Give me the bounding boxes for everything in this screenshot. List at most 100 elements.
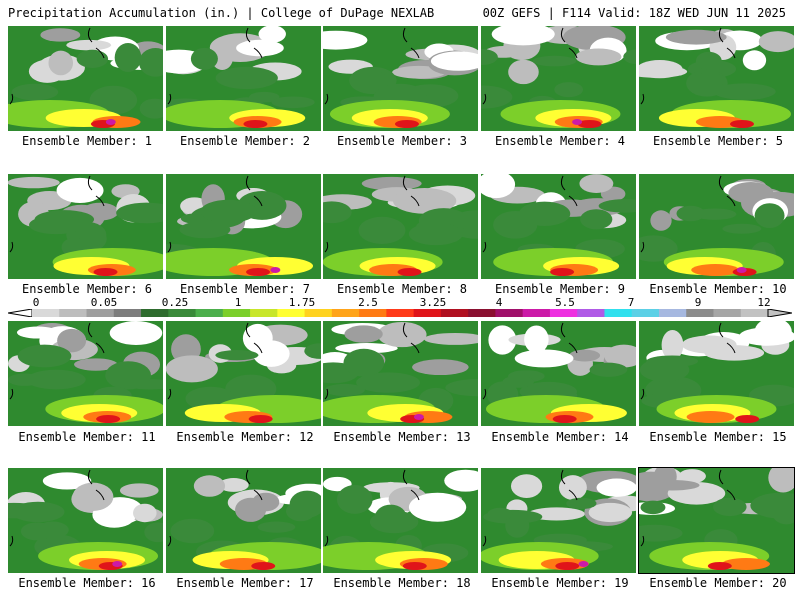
light-precip-area [105, 361, 152, 390]
ensemble-member-label: Ensemble Member: 7 [179, 282, 311, 296]
dry-area [604, 344, 636, 368]
precip-field [167, 469, 321, 570]
colorbar-segment [713, 309, 742, 317]
light-precip-area [144, 522, 163, 543]
light-precip-area [170, 518, 215, 544]
colorbar-tick-label: 9 [694, 296, 702, 309]
light-precip-area [676, 205, 705, 222]
coastline [482, 469, 578, 547]
colorbar-segment [222, 309, 251, 317]
dry-area [569, 349, 601, 362]
dry-area [514, 349, 574, 368]
dry-area [650, 210, 672, 231]
light-precip-area [139, 98, 163, 119]
colorbar-segment [86, 309, 115, 317]
coastline [167, 322, 263, 400]
precip-band [550, 268, 575, 276]
ensemble-member-map [8, 468, 163, 573]
ensemble-member-label: Ensemble Member: 13 [333, 430, 471, 444]
colorbar-segment [168, 309, 197, 317]
colorbar-segment [304, 309, 333, 317]
colorbar-segment [277, 309, 306, 317]
ensemble-member-map [323, 468, 478, 573]
precip-band [729, 120, 754, 128]
page-header: Precipitation Accumulation (in.) | Colle… [0, 0, 800, 24]
precip-field [323, 469, 478, 570]
precip-band [402, 562, 427, 570]
colorbar-tick-label: 7 [627, 296, 635, 309]
precip-band [246, 268, 271, 276]
dry-area [430, 51, 478, 71]
dry-area [645, 479, 700, 491]
dry-area [510, 474, 543, 499]
colorbar-segment [359, 309, 387, 317]
ensemble-member-label: Ensemble Member: 4 [494, 134, 626, 148]
colorbar-tick-label: 3.25 [419, 296, 447, 309]
coastline [324, 469, 420, 547]
coastline [167, 27, 263, 105]
precip-band [691, 264, 740, 276]
coastline [640, 469, 736, 547]
precip-field [481, 174, 636, 276]
ensemble-member-map [323, 174, 478, 279]
colorbar-tick-label: 12 [757, 296, 771, 309]
ensemble-member-label: Ensemble Member: 11 [18, 430, 156, 444]
dry-area [166, 355, 218, 383]
colorbar-segment [386, 309, 415, 317]
light-precip-area [138, 48, 163, 77]
ensemble-member-map [166, 321, 321, 426]
precip-field [639, 321, 794, 423]
light-precip-area [518, 201, 571, 226]
colorbar-scale [8, 309, 792, 317]
ensemble-member-label: Ensemble Member: 5 [652, 134, 784, 148]
dry-area [768, 468, 794, 493]
coastline [9, 469, 105, 547]
light-precip-area [11, 501, 65, 523]
dry-area [491, 26, 555, 46]
precip-band [394, 120, 419, 128]
colorbar-segment [604, 309, 633, 317]
coastline [324, 322, 420, 400]
colorbar-segment [113, 309, 142, 317]
dry-area [742, 50, 767, 71]
dry-area [236, 39, 284, 57]
coastline [167, 175, 263, 253]
light-precip-area [180, 213, 209, 224]
ensemble-member-map [8, 321, 163, 426]
light-precip-area [249, 91, 280, 103]
precip-field [8, 469, 163, 570]
dry-area [481, 174, 516, 199]
dry-area [361, 176, 422, 191]
precip-max [270, 267, 281, 273]
light-precip-area [623, 49, 636, 65]
colorbar-segment [440, 309, 469, 317]
colorbar-segment [658, 309, 687, 317]
light-precip-area [190, 47, 218, 70]
dry-area [335, 343, 398, 354]
ensemble-member-map [166, 26, 321, 131]
light-precip-area [369, 510, 419, 534]
ensemble-member-map [166, 468, 321, 573]
coastline [324, 27, 420, 105]
dry-area [323, 30, 368, 50]
colorbar-tick-label: 2.5 [358, 296, 378, 309]
dry-area [57, 328, 87, 353]
dry-area [508, 59, 539, 85]
ensemble-member-map [323, 26, 478, 131]
ensemble-member-map [481, 321, 636, 426]
light-precip-area [408, 222, 463, 246]
coastline [640, 322, 736, 400]
light-precip-area [200, 199, 257, 223]
light-precip-area [304, 343, 321, 359]
ensemble-member-label: Ensemble Member: 10 [649, 282, 787, 296]
colorbar-segment [195, 309, 224, 317]
colorbar-tick-label: 4 [495, 296, 503, 309]
dry-area [119, 483, 159, 498]
dry-area [66, 39, 112, 51]
dry-area [524, 325, 549, 354]
colorbar-tick-label: 0.05 [90, 296, 118, 309]
colorbar-segment [59, 309, 88, 317]
dry-area [74, 358, 118, 371]
precip-band [552, 415, 577, 423]
dry-area [558, 475, 587, 500]
